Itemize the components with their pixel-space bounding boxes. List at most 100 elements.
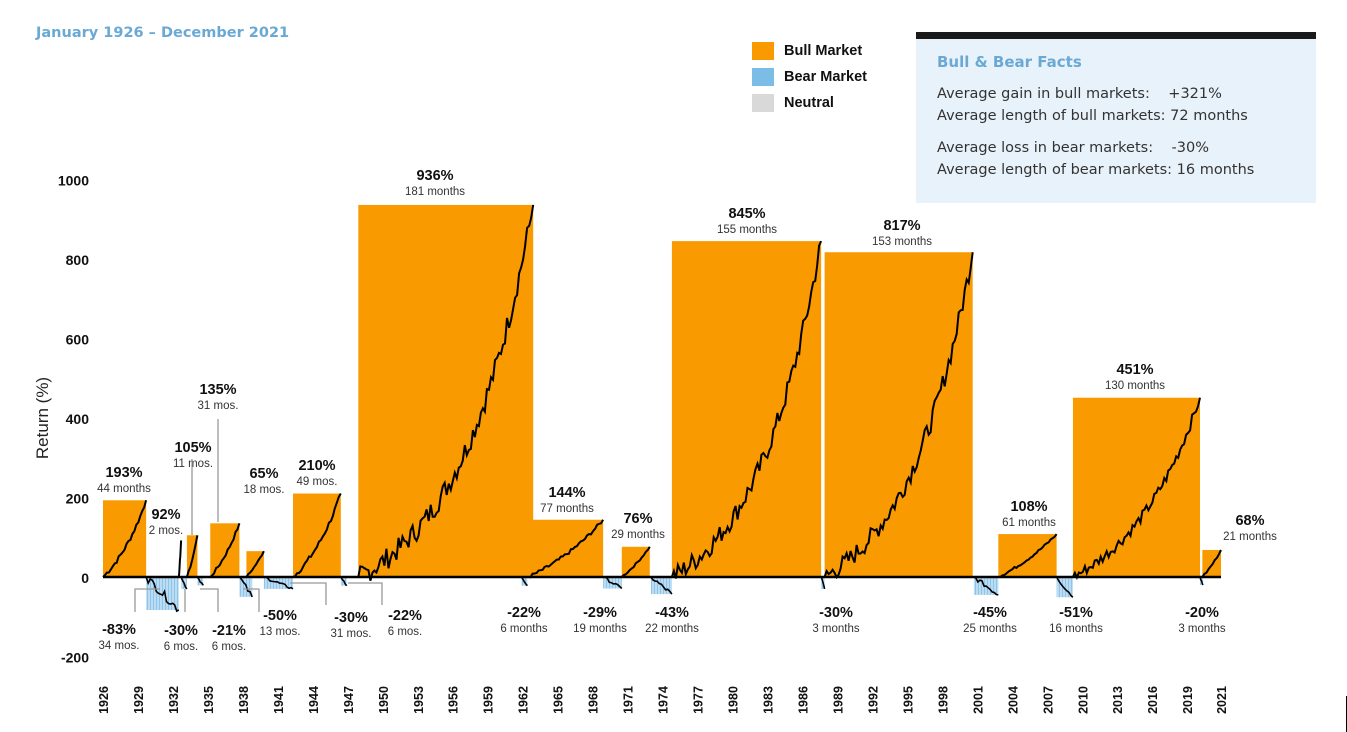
x-tick-label: 1944 <box>307 686 321 714</box>
bear-return-line <box>180 576 188 590</box>
x-tick-label: 1998 <box>936 686 950 714</box>
bull-label-value: 135% <box>199 382 236 398</box>
facts-avg-bull-gain: Average gain in bull markets: +321% <box>937 86 1222 102</box>
bear-label-value: -22% <box>507 605 541 621</box>
x-tick-label: 2021 <box>1215 686 1229 714</box>
bull-bar <box>103 500 147 577</box>
y-tick-label: 800 <box>66 252 90 268</box>
bull-label-value: 936% <box>416 168 453 184</box>
bull-return-line <box>1201 549 1222 578</box>
x-tick-label: 1926 <box>97 686 111 714</box>
legend-swatch-bear <box>752 68 774 86</box>
bear-return-line <box>238 576 253 598</box>
bull-return-line <box>528 519 604 579</box>
bear-label-value: -51% <box>1059 605 1093 621</box>
x-tick-label: 1953 <box>412 686 426 714</box>
x-tick-label: 1935 <box>202 686 216 714</box>
bear-label-duration: 3 months <box>1178 623 1226 635</box>
legend-item-bull: Bull Market <box>752 38 867 64</box>
x-tick-label: 2016 <box>1146 686 1160 714</box>
bear-return-line <box>263 576 294 590</box>
bull-label-value: 92% <box>151 507 180 523</box>
bear-label-duration: 19 months <box>573 623 627 635</box>
bull-bar <box>358 204 534 577</box>
bear-label-duration: 31 mos. <box>331 628 372 640</box>
bull-label-value: 845% <box>728 206 765 222</box>
facts-title: Bull & Bear Facts <box>937 53 1082 71</box>
bull-label-value: 105% <box>174 440 211 456</box>
bull-bar <box>528 519 604 577</box>
x-tick-label: 1965 <box>552 686 566 714</box>
y-tick-label: -200 <box>61 650 89 666</box>
bull-label-value: 76% <box>623 511 652 527</box>
y-tick-label: 200 <box>66 491 90 507</box>
x-tick-label: 1989 <box>832 686 846 714</box>
bear-label-value: -43% <box>655 605 689 621</box>
x-tick-label: 1938 <box>237 686 251 714</box>
legend-swatch-neutral <box>752 94 774 112</box>
legend-swatch-bull <box>752 42 774 60</box>
bear-label-value: -30% <box>819 605 853 621</box>
bull-label-value: 144% <box>548 485 585 501</box>
bear-label-value: -30% <box>164 623 198 639</box>
x-tick-label: 1992 <box>866 686 880 714</box>
bull-return-line <box>998 533 1058 578</box>
legend-item-bear: Bear Market <box>752 64 867 90</box>
bear-label-duration: 3 months <box>812 623 860 635</box>
facts-box: Bull & Bear Facts Average gain in bull m… <box>916 32 1316 203</box>
bull-bar <box>998 534 1057 577</box>
y-axis-title: Return (%) <box>33 377 52 459</box>
bull-label-duration: 49 mos. <box>297 476 338 488</box>
bull-label-value: 108% <box>1010 499 1047 515</box>
bull-label-duration: 181 months <box>405 186 465 198</box>
x-tick-label: 1986 <box>797 686 811 714</box>
x-tick-label: 2019 <box>1181 686 1195 714</box>
bear-return-line <box>973 576 999 596</box>
x-tick-label: 2004 <box>1006 686 1020 714</box>
y-tick-label: 0 <box>81 570 89 586</box>
leader-line <box>200 588 219 612</box>
leader-line <box>134 588 160 612</box>
x-tick-label: 1959 <box>482 686 496 714</box>
bear-label-duration: 22 months <box>645 623 699 635</box>
bull-return-line <box>823 252 974 580</box>
bear-label-duration: 6 months <box>500 623 548 635</box>
x-tick-label: 2010 <box>1076 686 1090 714</box>
bull-label-duration: 61 months <box>1002 517 1056 529</box>
bull-label-value: 210% <box>298 458 335 474</box>
bull-label-duration: 77 months <box>540 503 594 515</box>
bear-return-line <box>196 576 204 586</box>
bull-return-line <box>292 492 342 578</box>
bull-return-line <box>621 546 651 578</box>
bear-return-line <box>340 576 348 587</box>
bear-label-value: -29% <box>583 605 617 621</box>
bull-label-value: 193% <box>105 465 142 481</box>
x-tick-label: 1947 <box>342 686 356 714</box>
x-tick-label: 1956 <box>447 686 461 714</box>
bear-label-value: -50% <box>263 608 297 624</box>
x-tick-label: 1929 <box>132 686 146 714</box>
legend-label-neutral: Neutral <box>784 95 834 111</box>
x-tick-label: 1977 <box>692 686 706 714</box>
x-tick-label: 1968 <box>587 686 601 714</box>
x-tick-label: 2001 <box>971 686 985 714</box>
leader-line <box>348 582 383 605</box>
bull-label-duration: 2 mos. <box>149 525 184 537</box>
leader-line <box>290 582 327 605</box>
leader-line <box>243 588 260 612</box>
bull-label-value: 451% <box>1116 362 1153 378</box>
bear-label-value: -20% <box>1185 605 1219 621</box>
bear-return-line <box>820 576 826 590</box>
bull-label-duration: 130 months <box>1105 380 1165 392</box>
bull-return-line <box>102 500 148 578</box>
bear-return-line <box>145 576 180 613</box>
bear-label-value: -22% <box>388 608 422 624</box>
bull-label-duration: 18 mos. <box>244 484 285 496</box>
bear-label-duration: 6 mos. <box>212 641 247 653</box>
legend-item-neutral: Neutral <box>752 90 867 116</box>
chart-subtitle: January 1926 – December 2021 <box>36 25 290 41</box>
bear-label-duration: 13 mos. <box>260 626 301 638</box>
bull-return-line <box>1072 397 1201 581</box>
y-tick-label: 600 <box>66 332 90 348</box>
y-tick-label: 1000 <box>58 173 89 189</box>
